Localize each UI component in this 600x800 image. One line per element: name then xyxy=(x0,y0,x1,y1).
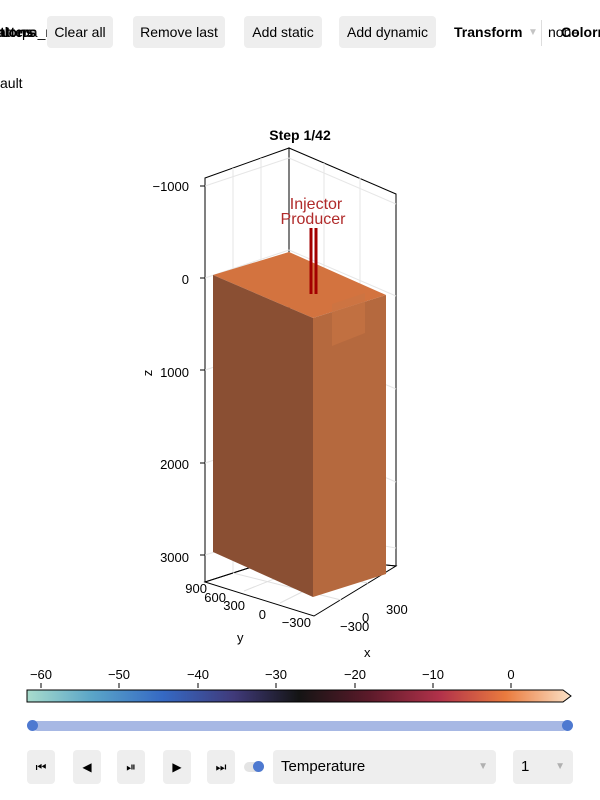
toolbar: atters tlons pa_n Clear all Remove last … xyxy=(0,16,600,48)
play-pause-button[interactable]: ⏯ xyxy=(117,750,145,784)
reservoir-grid-block[interactable] xyxy=(213,252,386,597)
z-axis-label: z xyxy=(140,370,155,377)
colorbar-tick-label: −60 xyxy=(29,667,53,682)
last-step-button[interactable]: ⏭ xyxy=(207,750,235,784)
overlapped-label-1: atters xyxy=(0,24,37,40)
x-tick-label: 0 xyxy=(362,610,369,625)
variable-dropdown[interactable]: Temperature ▼ xyxy=(273,750,496,784)
x-tick-label: −300 xyxy=(340,619,369,634)
x-tick-label: 300 xyxy=(386,602,408,617)
colorbar-gradient xyxy=(26,683,572,703)
skip-back-icon: ⏮ xyxy=(35,760,47,774)
colorbar-tick-label: −30 xyxy=(264,667,288,682)
chevron-down-icon: ▼ xyxy=(478,761,488,772)
z-tick-label: 1000 xyxy=(160,365,189,380)
separator xyxy=(541,20,542,46)
add-static-button[interactable]: Add static xyxy=(244,16,322,48)
y-axis: 900 600 300 0 −300 y xyxy=(185,581,311,645)
previous-step-button[interactable]: ◀ xyxy=(73,750,101,784)
colorbar-tick-label: −40 xyxy=(186,667,210,682)
z-tick-label: −1000 xyxy=(152,179,189,194)
add-dynamic-button[interactable]: Add dynamic xyxy=(339,16,436,48)
colorbar-tick-label: −20 xyxy=(343,667,367,682)
x-axis-label: x xyxy=(364,645,371,660)
clear-all-button[interactable]: Clear all xyxy=(47,16,113,48)
colormap-menu[interactable]: Colorm xyxy=(561,24,600,40)
remove-last-button[interactable]: Remove last xyxy=(133,16,225,48)
producer-label: Producer xyxy=(281,211,347,228)
colorbar-tick-label: −10 xyxy=(421,667,445,682)
y-tick-label: −300 xyxy=(282,615,311,630)
first-step-button[interactable]: ⏮ xyxy=(27,750,55,784)
transform-menu[interactable]: Transform xyxy=(454,24,523,40)
plot-title: Step 1/42 xyxy=(269,127,331,143)
index-dropdown-value: 1 xyxy=(521,758,530,775)
variable-dropdown-value: Temperature xyxy=(281,758,366,775)
z-tick-label: 2000 xyxy=(160,457,189,472)
skip-forward-icon: ⏭ xyxy=(215,760,227,774)
default-label: ault xyxy=(0,75,23,91)
time-slider-end-handle[interactable] xyxy=(562,720,573,731)
next-step-button[interactable]: ▶ xyxy=(163,750,191,784)
step-back-icon: ◀ xyxy=(82,760,92,774)
injector-label: Injector xyxy=(290,196,343,213)
time-slider[interactable] xyxy=(32,721,568,731)
y-tick-label: 0 xyxy=(259,607,266,622)
step-forward-icon: ▶ xyxy=(172,760,182,774)
z-tick-label: 0 xyxy=(182,272,189,287)
z-tick-label: 3000 xyxy=(160,550,189,565)
chevron-down-icon: ▼ xyxy=(528,27,538,38)
colorbar-ticks xyxy=(40,683,512,688)
3d-plot-canvas[interactable]: Injector Producer −1000 0 1000 2000 3000… xyxy=(0,140,600,660)
toggle-knob[interactable] xyxy=(253,761,264,772)
transform-value[interactable]: none xyxy=(548,24,580,40)
overlapped-label-3: pa_n xyxy=(22,24,54,40)
colorbar-tick-label: 0 xyxy=(507,667,515,682)
x-axis: 300 0 −300 x xyxy=(340,602,408,660)
play-pause-icon: ⏯ xyxy=(126,760,136,774)
time-slider-start-handle[interactable] xyxy=(27,720,38,731)
y-axis-label: y xyxy=(237,630,244,645)
reservoir-right-face xyxy=(313,295,386,597)
chevron-down-icon: ▼ xyxy=(555,761,565,772)
z-axis: −1000 0 1000 2000 3000 z xyxy=(140,179,205,565)
y-tick-label: 600 xyxy=(204,590,226,605)
wells[interactable]: Injector Producer xyxy=(281,196,347,294)
index-dropdown[interactable]: 1 ▼ xyxy=(513,750,573,784)
reservoir-left-face xyxy=(213,275,313,597)
y-tick-label: 900 xyxy=(185,581,207,596)
y-tick-label: 300 xyxy=(223,598,245,613)
overlapped-label-2: tlons xyxy=(0,24,34,40)
colorbar-tick-label: −50 xyxy=(107,667,131,682)
